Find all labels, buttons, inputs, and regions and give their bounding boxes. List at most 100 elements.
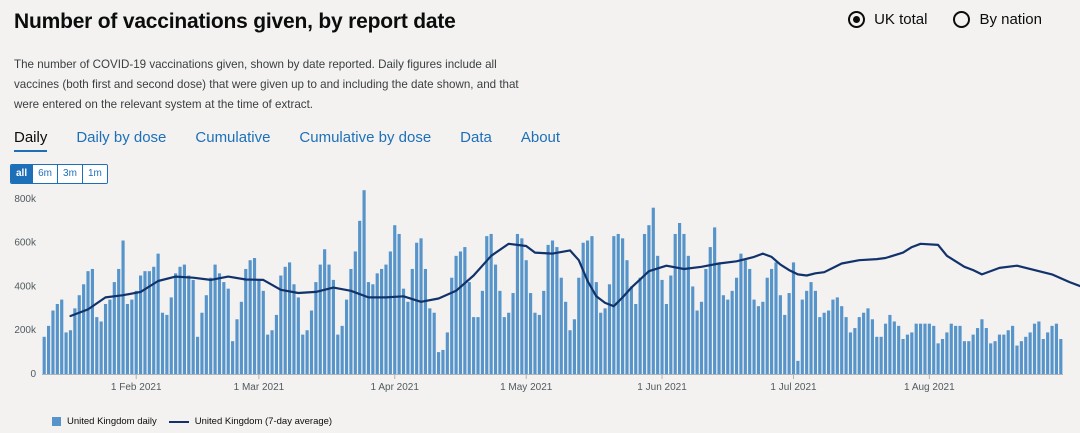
daily-bar (209, 277, 213, 374)
daily-bar (905, 334, 910, 374)
daily-bar (463, 247, 467, 374)
daily-bar (77, 295, 81, 374)
daily-bar (691, 286, 695, 374)
daily-bar (366, 282, 371, 374)
legend-item-average[interactable]: United Kingdom (7-day average) (168, 416, 332, 427)
range-3m-button[interactable]: 3m (58, 165, 83, 183)
x-tick-label: 1 Feb 2021 (111, 382, 162, 393)
daily-bar (651, 207, 655, 374)
tab-data[interactable]: Data (460, 129, 492, 146)
daily-bar (401, 288, 406, 374)
daily-bar (638, 277, 642, 374)
daily-bar (231, 341, 235, 374)
daily-bar (257, 279, 261, 374)
daily-bar (857, 317, 861, 374)
daily-bar (524, 260, 528, 374)
daily-bar (730, 290, 734, 374)
range-6m-button[interactable]: 6m (33, 165, 59, 183)
daily-bar (336, 334, 340, 374)
daily-bar (296, 297, 300, 374)
x-tick-label: 1 Jun 2021 (637, 382, 687, 393)
range-all-button[interactable]: all (11, 165, 34, 183)
daily-bar (165, 314, 169, 374)
daily-bar (975, 328, 980, 374)
tab-daily-by-dose[interactable]: Daily by dose (76, 129, 167, 146)
daily-bar (95, 317, 99, 374)
daily-bar (831, 299, 835, 374)
radio-by-nation[interactable]: By nation (953, 11, 1042, 28)
daily-bar (1024, 336, 1028, 374)
radio-selected-icon[interactable] (848, 11, 866, 28)
daily-bar (472, 317, 476, 374)
daily-bar (511, 293, 515, 374)
tab-about[interactable]: About (520, 129, 561, 146)
daily-bar (870, 319, 874, 374)
daily-bar (261, 290, 265, 374)
daily-bar (533, 312, 537, 374)
daily-bar (927, 323, 931, 374)
daily-bar (178, 266, 182, 374)
page-title: Number of vaccinations given, by report … (14, 10, 456, 33)
daily-bar (279, 275, 283, 374)
daily-bar (318, 264, 322, 374)
daily-bar (546, 244, 550, 374)
daily-bar (327, 264, 331, 374)
time-range-selector: all 6m 3m 1m (10, 164, 108, 184)
daily-bar (603, 308, 607, 374)
daily-bar (572, 319, 576, 374)
tab-cumulative[interactable]: Cumulative (195, 129, 271, 146)
daily-bar (507, 312, 511, 374)
daily-bar (537, 314, 541, 374)
daily-bar (436, 352, 441, 374)
daily-bar (704, 268, 708, 374)
daily-bar (288, 262, 292, 374)
daily-bar (393, 225, 397, 374)
radio-by-nation-label: By nation (979, 11, 1042, 28)
radio-unselected-icon[interactable] (953, 11, 971, 28)
daily-bar (594, 282, 598, 374)
daily-bar (901, 338, 905, 374)
daily-bar (454, 255, 458, 374)
daily-bar (353, 251, 357, 374)
radio-uk-total[interactable]: UK total (848, 11, 927, 28)
tab-daily[interactable]: Daily (14, 129, 48, 152)
daily-bar (818, 317, 822, 374)
daily-bar (143, 271, 147, 374)
daily-bar (577, 277, 581, 374)
daily-bar (476, 317, 480, 374)
legend-item-daily[interactable]: United Kingdom daily (52, 416, 157, 427)
tab-cumulative-by-dose[interactable]: Cumulative by dose (299, 129, 432, 146)
daily-bar (967, 341, 971, 374)
daily-bar (1041, 338, 1045, 374)
daily-bar (682, 233, 686, 374)
daily-bar (1028, 332, 1032, 374)
daily-bar (467, 282, 471, 374)
daily-bar (673, 233, 677, 374)
daily-bar (125, 303, 130, 374)
daily-bar (283, 266, 287, 374)
vaccinations-chart[interactable]: 0 200k 400k 600k 800k 1 Feb 2021 1 Mar 2021 1 A… (0, 188, 1080, 410)
y-tick-label: 400k (14, 281, 37, 292)
daily-bar (564, 301, 568, 374)
daily-bar (686, 255, 690, 374)
daily-bar (1050, 325, 1054, 374)
daily-bar (752, 299, 756, 374)
daily-bar (248, 260, 252, 374)
daily-bar (805, 290, 809, 374)
daily-bar (134, 290, 138, 374)
daily-bar (739, 253, 743, 374)
daily-bar (748, 268, 752, 374)
y-tick-label: 0 (30, 369, 36, 380)
daily-bar (770, 268, 774, 374)
daily-bar (962, 341, 966, 374)
range-1m-button[interactable]: 1m (82, 165, 107, 183)
daily-bar (130, 299, 134, 374)
daily-bar (721, 295, 725, 374)
daily-bar (344, 299, 349, 374)
daily-bar (450, 277, 454, 374)
daily-bar (862, 312, 866, 374)
daily-bar (734, 277, 739, 374)
daily-bar (848, 332, 853, 374)
daily-bar (778, 295, 782, 374)
daily-bar (445, 332, 449, 374)
